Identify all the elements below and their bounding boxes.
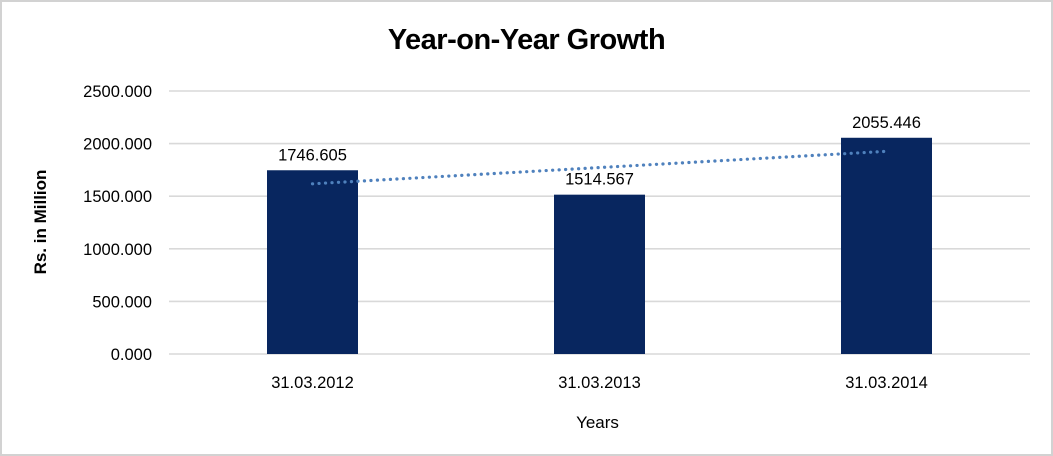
y-axis-title: Rs. in Million <box>31 169 50 275</box>
trendline <box>310 149 889 186</box>
y-tick-label: 2500.000 <box>83 83 152 101</box>
x-axis-title: Years <box>576 413 619 432</box>
y-tick-label: 0.000 <box>111 346 152 364</box>
bar-value-label: 2055.446 <box>852 114 921 132</box>
bar <box>267 170 358 354</box>
x-tick-label: 31.03.2014 <box>845 374 928 392</box>
chart-title: Year-on-Year Growth <box>387 24 666 56</box>
y-tick-label: 2000.000 <box>83 136 152 154</box>
bar-value-label: 1746.605 <box>278 146 347 164</box>
x-tick-label: 31.03.2013 <box>558 374 641 392</box>
bar <box>554 194 645 354</box>
y-tick-label: 1500.000 <box>83 188 152 206</box>
bar <box>841 137 932 354</box>
y-tick-label: 500.000 <box>92 293 152 311</box>
bar-value-label: 1514.567 <box>565 171 634 189</box>
x-tick-label: 31.03.2012 <box>271 374 354 392</box>
y-tick-label: 1000.000 <box>83 241 152 259</box>
